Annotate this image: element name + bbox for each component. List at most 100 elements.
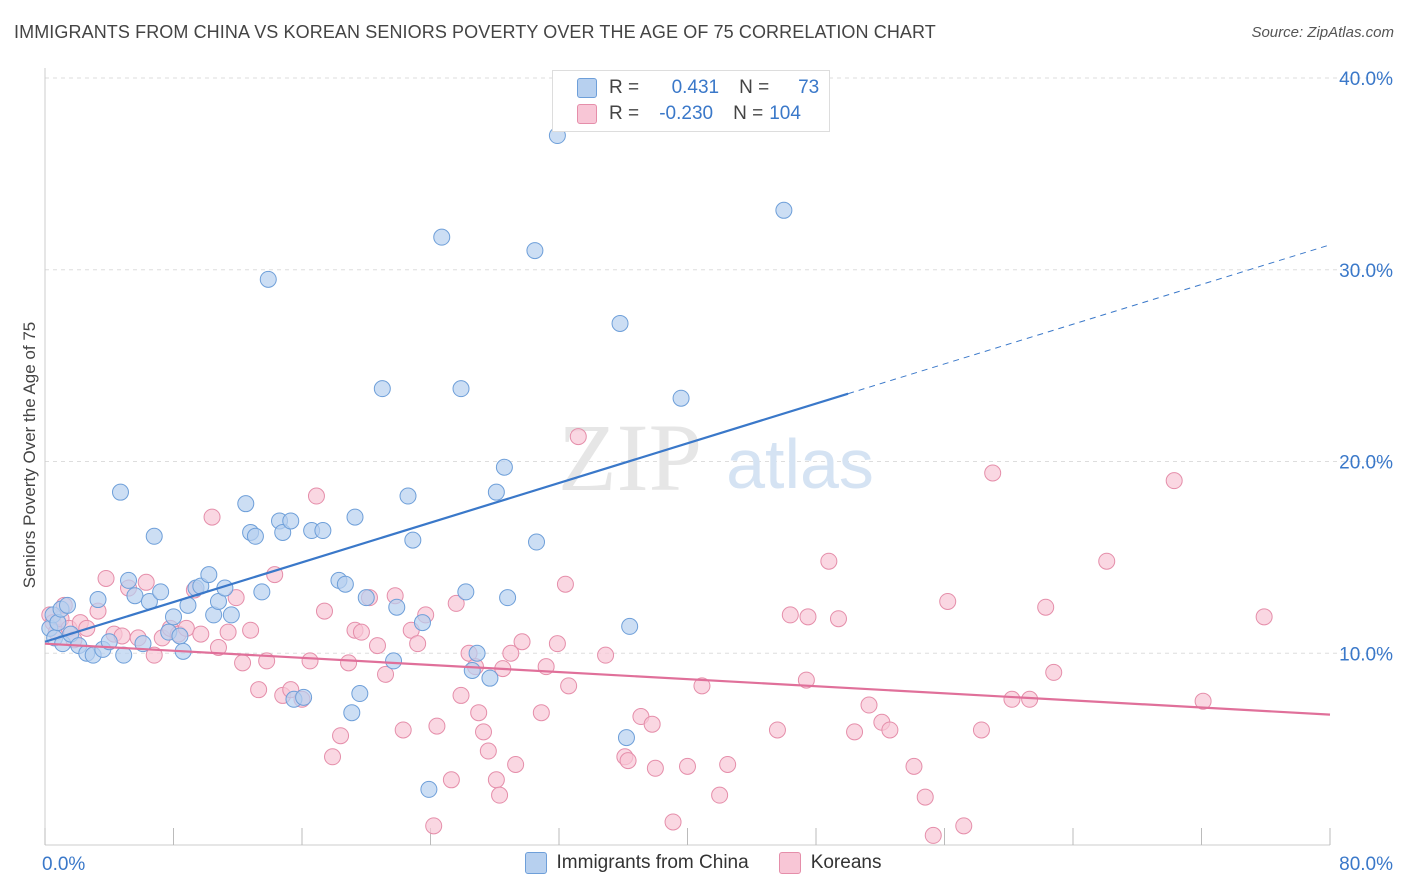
data-point [881,721,899,739]
data-point [829,610,847,628]
y-tick-label: 40.0% [1339,69,1393,90]
data-point [242,621,260,639]
data-point [399,487,417,505]
data-point [619,752,637,770]
data-point [388,598,406,616]
data-point [1037,598,1055,616]
data-point [165,608,182,626]
data-point [457,583,475,601]
data-point [346,508,364,526]
data-point [100,633,118,651]
koreans-n-value: 104 [769,103,801,124]
data-point [115,646,133,664]
data-point [470,704,488,722]
data-point [352,623,370,641]
data-point [274,523,292,541]
data-point [442,771,460,789]
stats-row-koreans: R = -0.230 N = 104 [577,102,805,126]
data-point [679,757,696,775]
data-point [693,677,711,695]
data-point [955,817,973,835]
data-point [481,669,499,687]
china-n-label: N = [739,77,770,98]
data-point [719,755,737,773]
data-point [797,671,815,689]
data-point [126,587,144,605]
data-point [420,780,438,798]
data-point [513,633,531,651]
data-point [385,652,403,670]
legend-item-koreans[interactable]: Koreans [778,852,882,874]
legend-china-swatch [524,852,547,874]
china-trend-line [44,392,849,643]
data-point [452,686,470,704]
data-point [1255,608,1273,626]
data-point [368,637,386,655]
data-point [246,527,264,545]
data-point [475,723,493,741]
legend-item-china[interactable]: Immigrants from China [524,852,749,874]
stats-row-china: R = 0.431 N = 73 [577,76,819,100]
data-point [1194,692,1212,710]
data-point [452,380,470,398]
data-point [468,644,486,662]
data-point [984,464,1002,482]
data-point [253,583,271,601]
data-point [1098,552,1116,570]
data-point [924,826,942,844]
data-point [1165,472,1183,490]
data-point [672,389,690,407]
legend-koreans-swatch [778,852,801,874]
data-point [556,575,574,593]
data-point [433,228,451,246]
data-point [905,757,923,775]
data-point [250,681,268,699]
data-point [781,606,799,624]
data-point [487,483,505,501]
data-point [120,571,138,589]
china-swatch [577,78,597,98]
data-point [137,573,155,591]
data-point [351,685,369,703]
data-point [219,623,237,641]
data-point [820,552,838,570]
x-tick-labels: 0.0% 80.0% [42,854,1393,875]
y-axis-title: Seniors Poverty Over the Age of 75 [20,321,39,589]
data-point [846,723,864,741]
data-point [799,608,817,626]
china-n-value: 73 [798,77,820,98]
data-point [357,589,375,607]
y-tick-labels: 10.0% 20.0% 30.0% 40.0% [1339,69,1393,665]
data-point [495,458,513,476]
data-point [711,786,729,804]
data-point [404,531,422,549]
legend-koreans-label: Koreans [810,852,882,873]
data-point [315,602,333,620]
data-point [282,512,300,530]
data-point [295,688,313,706]
china-trend-extension [847,244,1331,395]
data-point [487,771,505,789]
trend-lines [44,244,1331,716]
data-point [428,717,446,735]
data-point [145,527,163,545]
y-tick-label: 30.0% [1339,261,1393,282]
data-point [646,759,664,777]
china-points [41,127,793,798]
data-point [237,495,255,513]
data-point [413,614,431,632]
koreans-n-label: N = [733,103,764,124]
data-point [134,635,152,653]
data-point [203,508,221,526]
data-point [768,721,786,739]
x-tick-label: 80.0% [1339,854,1393,875]
data-point [259,270,277,288]
data-point [307,487,325,505]
data-point [409,635,427,653]
data-point [343,704,361,722]
data-point [621,617,639,635]
data-point [617,729,635,747]
y-tick-label: 10.0% [1339,644,1393,665]
bottom-legend: Immigrants from China Koreans [0,852,1406,874]
